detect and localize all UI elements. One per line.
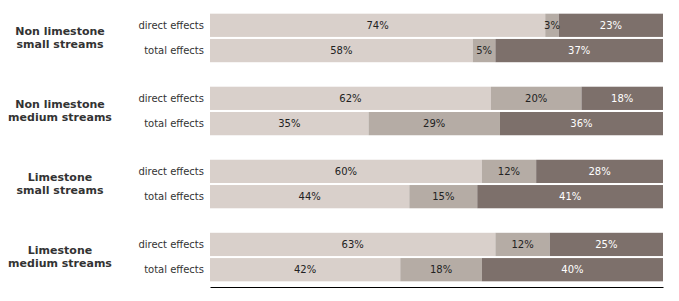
bar-segment xyxy=(482,160,536,183)
group-label-line: Limestone xyxy=(28,244,92,257)
data-label: 62% xyxy=(339,93,361,104)
group-label-line: Limestone xyxy=(28,171,92,184)
bar-segment xyxy=(210,112,369,135)
data-label: 41% xyxy=(559,191,581,202)
bar-segment xyxy=(536,160,663,183)
bar-segment xyxy=(581,87,663,110)
bar-segment xyxy=(210,185,409,208)
row-label: direct effects xyxy=(138,20,204,31)
bar-segment xyxy=(495,39,663,62)
data-label: 3% xyxy=(544,20,560,31)
bar-segment xyxy=(400,258,482,281)
group-label-line: medium streams xyxy=(8,257,112,270)
group-label: Non limestonesmall streams xyxy=(15,25,105,51)
data-label: 58% xyxy=(330,45,352,56)
bar-segment xyxy=(500,112,663,135)
bar-segment xyxy=(210,14,545,37)
bar-segment xyxy=(550,233,663,256)
data-label: 12% xyxy=(498,166,520,177)
group-label-line: small streams xyxy=(17,184,104,197)
data-label: 5% xyxy=(476,45,492,56)
data-label: 15% xyxy=(432,191,454,202)
data-label: 60% xyxy=(335,166,357,177)
chart: 74% 58% 62% 35% 60% 44% 63% 42% 3% 5% 20% 29% 12% 15%… xyxy=(0,0,679,301)
group-label-line: Non limestone xyxy=(15,25,105,38)
row-label: direct effects xyxy=(138,166,204,177)
group-label-line: small streams xyxy=(17,38,104,51)
bar-segment xyxy=(210,39,473,62)
bar-segment xyxy=(491,87,582,110)
bar-segment xyxy=(482,258,663,281)
data-label: 20% xyxy=(525,93,547,104)
data-label: 42% xyxy=(294,264,316,275)
row-label: total effects xyxy=(144,118,204,129)
data-label: 36% xyxy=(570,118,592,129)
bar-segment xyxy=(210,160,482,183)
data-label: 23% xyxy=(600,20,622,31)
bars xyxy=(210,14,663,282)
group-label: Non limestonemedium streams xyxy=(8,98,112,124)
group-label: Limestonesmall streams xyxy=(17,171,104,197)
data-label: 18% xyxy=(430,264,452,275)
data-label: 28% xyxy=(588,166,610,177)
data-label: 35% xyxy=(278,118,300,129)
x-axis-line xyxy=(211,287,664,288)
data-label: 29% xyxy=(423,118,445,129)
plot: 74% 58% 62% 35% 60% 44% 63% 42% 3% 5% 20% 29% 12% 15%… xyxy=(8,14,663,288)
bar-segment xyxy=(210,258,400,281)
x-axis xyxy=(211,287,664,288)
bar-segment xyxy=(210,233,495,256)
row-label: total effects xyxy=(144,45,204,56)
data-label: 44% xyxy=(299,191,321,202)
row-label: direct effects xyxy=(138,93,204,104)
data-label: 37% xyxy=(568,45,590,56)
row-label: total effects xyxy=(144,191,204,202)
bar-segment xyxy=(409,185,477,208)
data-label: 40% xyxy=(561,264,583,275)
bar-segment xyxy=(477,185,663,208)
bar-segment xyxy=(495,233,549,256)
group-label-line: Non limestone xyxy=(15,98,105,111)
bar-segment xyxy=(369,112,500,135)
bar-segment xyxy=(559,14,663,37)
row-label: total effects xyxy=(144,264,204,275)
data-label: 25% xyxy=(595,239,617,250)
row-labels: direct effects total effects direct effect… xyxy=(138,20,204,275)
bar-segment xyxy=(473,39,496,62)
group-label: Limestonemedium streams xyxy=(8,244,112,270)
data-label: 74% xyxy=(366,20,388,31)
data-label: 12% xyxy=(511,239,533,250)
data-label: 18% xyxy=(611,93,633,104)
row-label: direct effects xyxy=(138,239,204,250)
data-label: 63% xyxy=(342,239,364,250)
group-labels: Non limestonesmall streamsNon limestonem… xyxy=(8,25,112,270)
data-labels: 74% 58% 62% 35% 60% 44% 63% 42% 3% 5% 20% 29% 12% 15%… xyxy=(278,20,633,275)
bar-segment xyxy=(210,87,491,110)
group-label-line: medium streams xyxy=(8,111,112,124)
